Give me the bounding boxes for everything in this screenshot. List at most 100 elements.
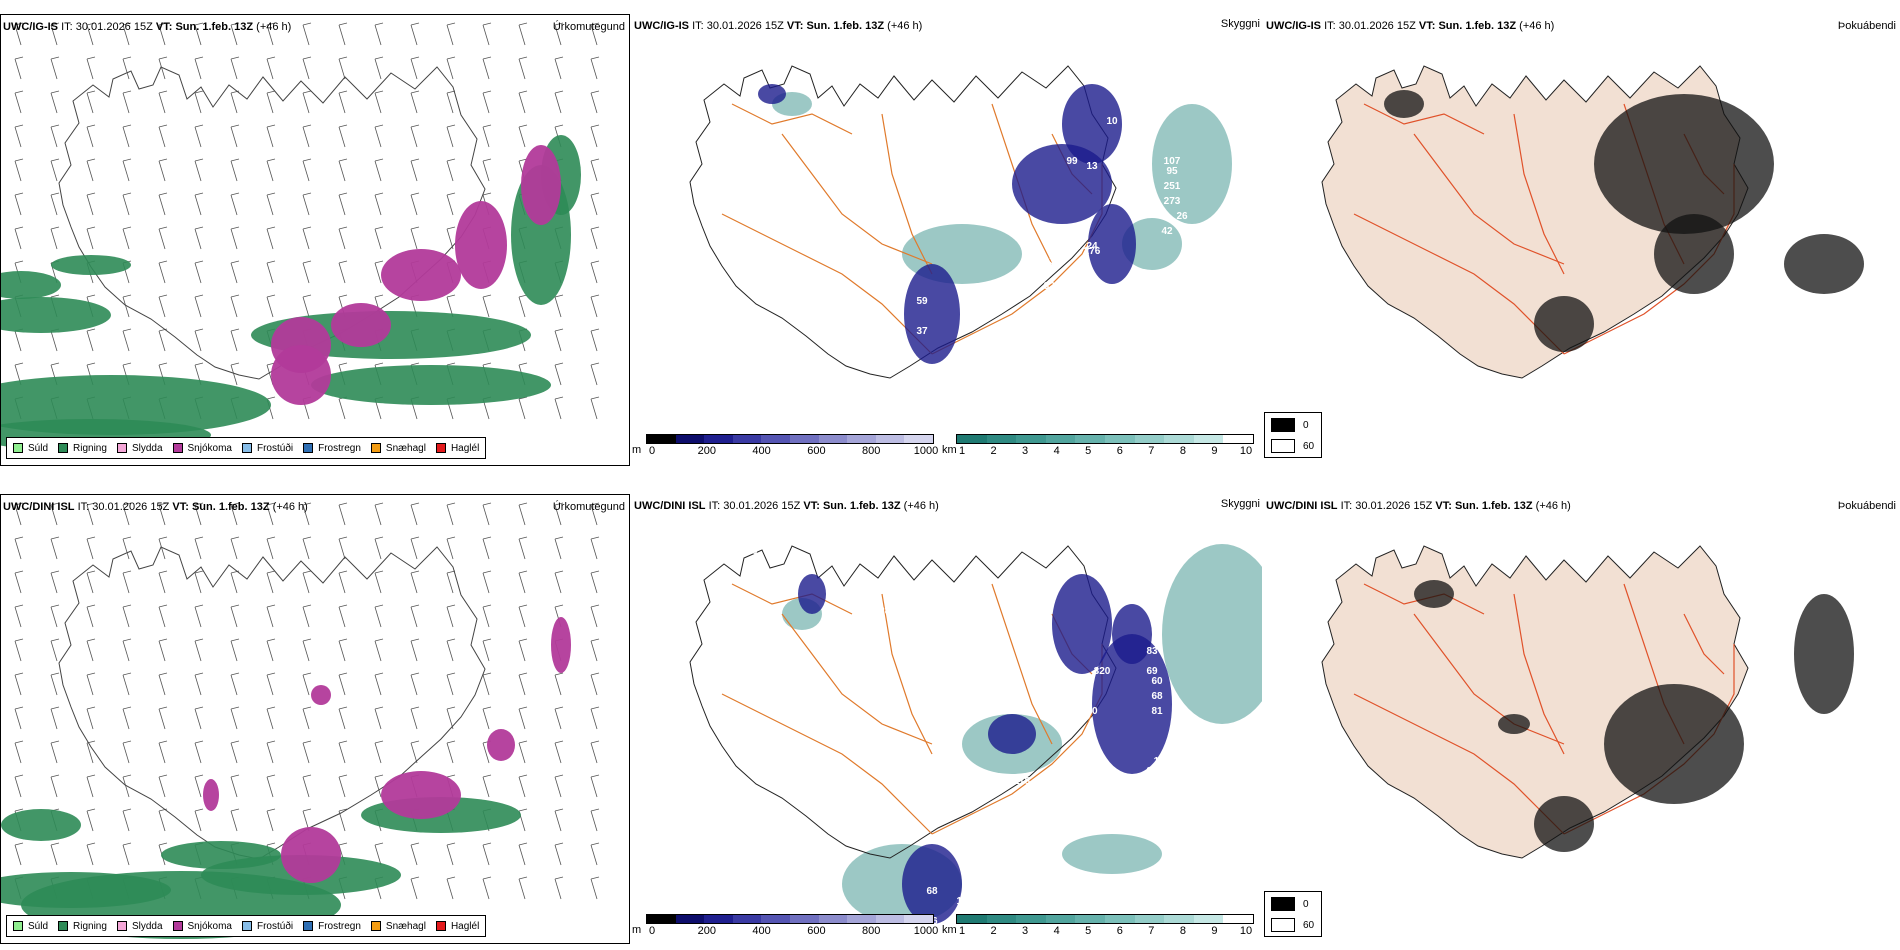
wind-barb	[410, 194, 418, 216]
wind-barb	[518, 640, 526, 662]
colorbar-tick: 1000	[913, 445, 939, 457]
wind-barb-flag	[122, 842, 132, 846]
wind-barb	[230, 810, 238, 832]
precip-legend: Súld Rigning Slydda Snjókoma Frostúði Frostre…	[6, 915, 487, 937]
colorbar-segment	[957, 435, 987, 443]
wind-barb	[554, 810, 562, 832]
wind-barb	[50, 228, 58, 250]
wind-barb	[158, 296, 166, 318]
wind-barb	[590, 810, 598, 832]
cloud-base-area	[988, 714, 1036, 754]
wind-barb-flag	[86, 192, 96, 196]
precip-legend-item: Rigning	[58, 921, 107, 932]
cloud-base-label: 121	[1154, 756, 1171, 767]
wind-barb	[374, 504, 382, 526]
wind-barb-flag	[86, 158, 96, 162]
wind-barb-flag	[410, 706, 420, 710]
wind-barb-flag	[158, 672, 168, 676]
wind-barb-flag	[194, 294, 204, 298]
wind-barb	[338, 776, 346, 798]
wind-barb-flag	[266, 570, 276, 574]
wind-barb-flag	[590, 396, 600, 400]
wind-barb	[86, 844, 94, 866]
wind-barb	[302, 504, 310, 526]
wind-barb-flag	[86, 808, 96, 812]
wind-barb-flag	[50, 706, 60, 710]
wind-barb	[230, 538, 238, 560]
wind-barb	[50, 742, 58, 764]
wind-barb-flag	[230, 294, 240, 298]
wind-barb	[482, 708, 490, 730]
colorbar-segment	[732, 915, 762, 923]
wind-barb-flag	[230, 774, 240, 778]
wind-barb-flag	[266, 158, 276, 162]
wind-barb	[122, 810, 130, 832]
wind-barb	[86, 330, 94, 352]
fog-areas	[1384, 90, 1864, 352]
wind-barb-flag	[482, 294, 492, 298]
cloud-base-label: 326	[1044, 281, 1061, 292]
fog-map-bottom	[1321, 545, 1854, 859]
wind-barb-flag	[518, 808, 528, 812]
fog-area	[1414, 580, 1454, 608]
precip-legend-label: Frostúði	[256, 920, 294, 932]
wind-barb	[14, 640, 22, 662]
wind-barb-flag	[554, 124, 564, 128]
visibility-area	[1162, 544, 1262, 724]
wind-barb-flag	[338, 740, 348, 744]
cloud-base-label: 26	[1176, 211, 1188, 222]
fog-area	[1534, 296, 1594, 352]
road	[991, 583, 1053, 745]
wind-barb	[158, 504, 166, 526]
wind-barb-flag	[230, 808, 240, 812]
colorbar-strip	[646, 914, 934, 924]
rain-area	[1, 297, 111, 333]
cloud-base-label: 30	[1086, 706, 1098, 717]
wind-barb	[374, 844, 382, 866]
colorbar-segment	[1075, 915, 1105, 923]
wind-barb-flag	[338, 90, 348, 94]
colorbar-segment	[875, 915, 905, 923]
wind-barb	[230, 504, 238, 526]
wind-barb-flag	[410, 638, 420, 642]
wind-barbs	[14, 22, 600, 420]
wind-barb	[50, 640, 58, 662]
wind-barb-flag	[410, 56, 420, 60]
wind-barb	[266, 58, 274, 80]
colorbar-unit: km	[942, 924, 957, 936]
wind-barb	[482, 92, 490, 114]
road	[781, 613, 933, 745]
wind-barb-flag	[266, 226, 276, 230]
wind-barb-flag	[50, 570, 60, 574]
wind-barb-flag	[410, 842, 420, 846]
colorbar-segment	[761, 435, 790, 443]
wind-barb	[590, 262, 598, 284]
wind-barb-flag	[266, 638, 276, 642]
colorbar-segment	[1223, 915, 1253, 923]
rain-area	[161, 841, 281, 869]
colorbar-tick: 3	[1022, 925, 1029, 937]
cloud-base-areas	[758, 84, 1136, 364]
snow-area	[521, 145, 561, 225]
wind-barb-flag	[266, 706, 276, 710]
fog-legend-label: 60	[1303, 440, 1315, 452]
wind-barb	[266, 742, 274, 764]
wind-barb	[194, 92, 202, 114]
wind-barb	[230, 606, 238, 628]
colorbar-segment	[1016, 915, 1046, 923]
precip-legend-swatch	[435, 921, 446, 931]
colorbar-segment	[1016, 435, 1046, 443]
wind-barb-flag	[194, 706, 204, 710]
wind-barb-flag	[14, 842, 24, 846]
wind-barb-flag	[50, 502, 60, 506]
wind-barb-flag	[374, 90, 384, 94]
cloud-base-label: 132	[1044, 256, 1061, 267]
wind-barb-flag	[14, 570, 24, 574]
wind-barb-flag	[14, 706, 24, 710]
wind-barb	[14, 572, 22, 594]
wind-barb-flag	[86, 604, 96, 608]
wind-barb-flag	[302, 124, 312, 128]
wind-barb-flag	[590, 22, 600, 26]
precip-legend-label: Haglél	[450, 442, 480, 454]
